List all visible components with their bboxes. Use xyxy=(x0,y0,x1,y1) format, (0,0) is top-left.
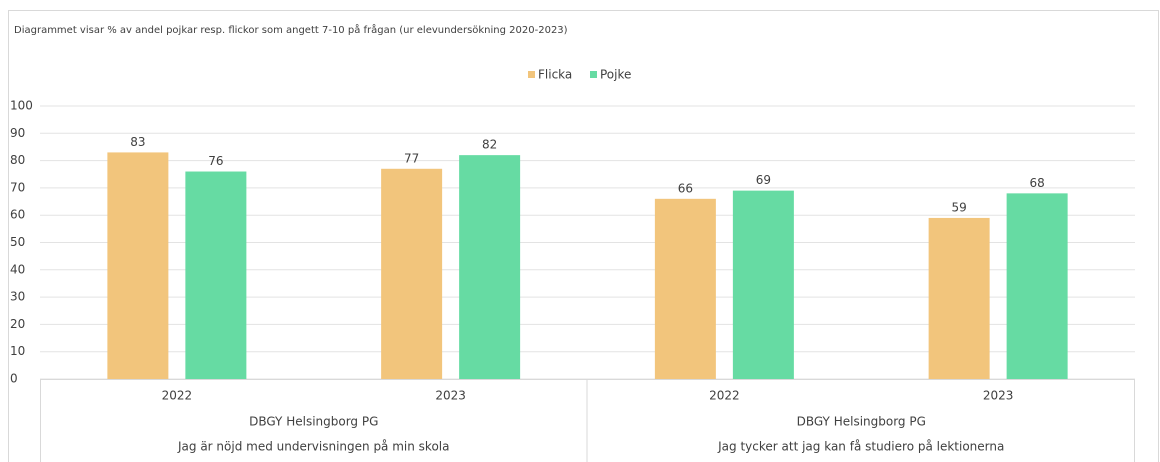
chart-title: Diagrammet visar % av andel pojkar resp.… xyxy=(14,23,568,36)
data-label: 83 xyxy=(130,135,145,149)
y-tick-label: 80 xyxy=(10,153,25,167)
y-tick-label: 40 xyxy=(10,262,25,276)
group-label: DBGY Helsingborg PG xyxy=(249,415,378,429)
bar xyxy=(381,168,443,379)
data-label: 82 xyxy=(482,138,497,152)
x-tick-label: 2022 xyxy=(709,389,740,403)
legend-swatch xyxy=(528,71,535,78)
bar xyxy=(107,152,169,379)
bar xyxy=(732,190,794,379)
y-tick-label: 100 xyxy=(10,99,33,113)
y-tick-label: 90 xyxy=(10,126,25,140)
bar xyxy=(928,217,990,379)
data-label: 77 xyxy=(404,151,419,165)
chart-frame xyxy=(8,10,1159,462)
y-tick-label: 0 xyxy=(10,372,18,386)
data-label: 59 xyxy=(951,200,966,214)
x-tick-label: 2023 xyxy=(983,389,1014,403)
y-tick-label: 20 xyxy=(10,317,25,331)
bar xyxy=(459,155,521,379)
y-tick-label: 10 xyxy=(10,344,25,358)
data-label: 66 xyxy=(678,181,693,195)
group-question: Jag är nöjd med undervisningen på min sk… xyxy=(177,440,449,454)
data-label: 68 xyxy=(1029,176,1044,190)
bar xyxy=(185,171,247,379)
group-label: DBGY Helsingborg PG xyxy=(797,415,926,429)
bar xyxy=(654,198,716,379)
group-question: Jag tycker att jag kan få studiero på le… xyxy=(717,440,1004,454)
y-tick-label: 50 xyxy=(10,235,25,249)
data-label: 76 xyxy=(208,154,223,168)
legend-label: Flicka xyxy=(538,68,572,82)
x-tick-label: 2023 xyxy=(435,389,466,403)
data-label: 69 xyxy=(756,173,771,187)
y-tick-label: 70 xyxy=(10,180,25,194)
y-tick-label: 60 xyxy=(10,208,25,222)
x-tick-label: 2022 xyxy=(162,389,193,403)
legend-swatch xyxy=(590,71,597,78)
legend-label: Pojke xyxy=(600,68,631,82)
bar xyxy=(1006,193,1068,379)
y-tick-label: 30 xyxy=(10,290,25,304)
